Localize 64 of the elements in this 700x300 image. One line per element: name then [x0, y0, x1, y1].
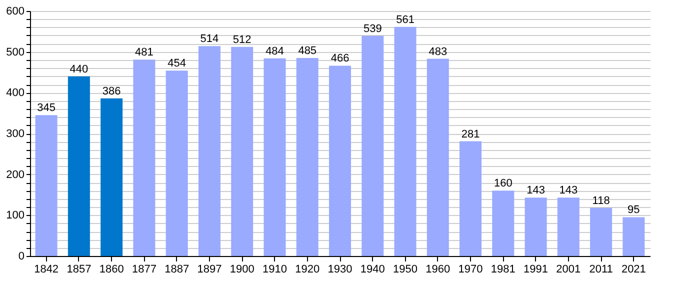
x-tick-label: 1950	[393, 264, 418, 276]
bar	[394, 26, 416, 256]
bar	[557, 198, 580, 256]
bar	[198, 46, 220, 256]
x-tick-label: 1930	[328, 264, 352, 276]
bar	[492, 190, 514, 256]
data-label: 143	[526, 184, 545, 197]
bar	[329, 66, 351, 256]
x-tick-label: 1981	[490, 264, 516, 276]
bar	[362, 36, 384, 256]
y-tick-label: 400	[6, 87, 24, 100]
y-tick-label: 200	[6, 168, 24, 181]
bar	[35, 115, 58, 256]
x-tick-label: 2021	[621, 264, 646, 276]
data-label: 143	[559, 184, 578, 197]
y-tick-label: 0	[18, 250, 24, 262]
y-tick-label: 600	[6, 6, 24, 18]
data-label: 95	[628, 204, 640, 216]
bar	[133, 60, 156, 256]
data-label: 454	[168, 58, 186, 70]
x-tick-label: 2011	[589, 264, 613, 276]
x-tick-label: 1991	[524, 264, 548, 276]
data-label: 514	[200, 33, 219, 46]
bar	[460, 141, 482, 256]
data-label: 118	[592, 194, 610, 207]
x-tick-label: 2001	[556, 264, 581, 276]
bar	[296, 58, 318, 256]
data-label: 386	[102, 85, 121, 98]
x-tick-label: 1910	[262, 264, 287, 276]
x-tick-label: 1960	[426, 264, 450, 276]
x-tick-label: 1897	[197, 264, 222, 276]
x-tick-label: 1940	[360, 264, 385, 276]
bar	[622, 217, 645, 256]
data-label: 485	[298, 44, 317, 57]
data-label: 539	[363, 22, 382, 35]
x-tick-label: 1887	[164, 264, 190, 276]
x-tick-label: 1900	[230, 264, 254, 276]
bar	[68, 76, 90, 256]
data-label: 512	[232, 34, 252, 46]
x-tick-label: 1860	[99, 264, 124, 276]
bar	[166, 70, 188, 256]
bar	[524, 198, 547, 256]
bar	[231, 46, 254, 256]
data-label: 281	[461, 128, 480, 140]
data-label: 561	[396, 14, 414, 26]
x-tick-label: 1842	[34, 264, 59, 276]
y-tick-label: 100	[6, 210, 24, 222]
bar	[264, 58, 286, 256]
y-tick-label: 300	[6, 128, 24, 140]
bar	[100, 98, 123, 256]
bar	[426, 58, 449, 256]
data-label: 483	[428, 46, 448, 58]
x-tick-label: 1970	[458, 264, 483, 276]
data-label: 481	[135, 46, 154, 59]
x-tick-label: 1920	[295, 264, 320, 276]
data-label: 440	[70, 63, 88, 76]
data-label: 345	[37, 102, 56, 114]
data-label: 466	[330, 52, 350, 65]
data-label: 160	[494, 178, 512, 190]
bar	[590, 208, 612, 256]
y-tick-label: 500	[6, 46, 24, 58]
x-tick-label: 1877	[132, 264, 156, 276]
data-label: 484	[266, 45, 284, 58]
x-tick-label: 1857	[66, 264, 92, 276]
